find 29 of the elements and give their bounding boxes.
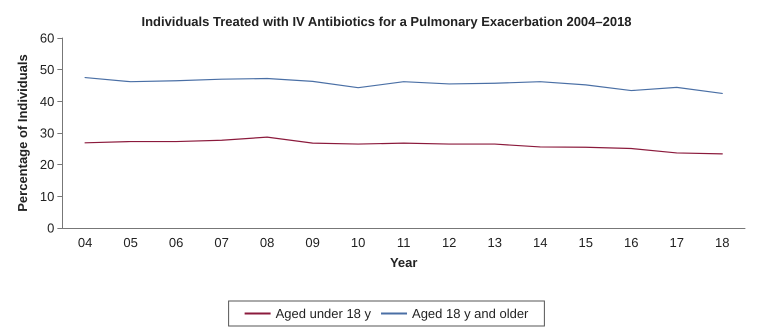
y-axis-title: Percentage of Individuals <box>15 54 30 212</box>
y-tick-label: 40 <box>40 94 54 109</box>
x-tick-label: 11 <box>396 235 410 250</box>
x-tick-label: 17 <box>670 235 684 250</box>
x-tick-label: 07 <box>214 235 229 250</box>
legend-label: Aged 18 y and older <box>412 306 530 321</box>
x-axis-title: Year <box>390 255 418 270</box>
y-tick-label: 30 <box>40 126 54 140</box>
x-tick-label: 14 <box>532 235 548 250</box>
chart-title: Individuals Treated with IV Antibiotics for a Pulmonary Exacerbation 2004–2018 <box>141 14 632 29</box>
x-tick-label: 15 <box>578 235 593 250</box>
y-tick-label: 60 <box>40 30 54 46</box>
x-tick-label: 05 <box>123 235 138 250</box>
x-tick-label: 09 <box>305 235 320 250</box>
x-tick-label: 08 <box>260 235 274 250</box>
line-series <box>84 76 723 94</box>
y-tick-label: 10 <box>40 188 54 204</box>
x-tick-label: 16 <box>624 235 638 250</box>
y-tick-label: 0 <box>47 220 54 236</box>
x-tick-label: 12 <box>442 235 456 250</box>
x-tick-label: 18 <box>715 235 730 250</box>
y-tick-label: 20 <box>40 157 54 172</box>
line-series <box>84 136 723 154</box>
x-tick-label: 04 <box>78 235 92 250</box>
y-tick-label: 50 <box>40 62 54 78</box>
x-tick-label: 13 <box>487 235 502 250</box>
legend-label: Aged under 18 y <box>276 306 372 321</box>
x-tick-label: 06 <box>168 235 184 250</box>
x-tick-label: 10 <box>350 235 366 250</box>
